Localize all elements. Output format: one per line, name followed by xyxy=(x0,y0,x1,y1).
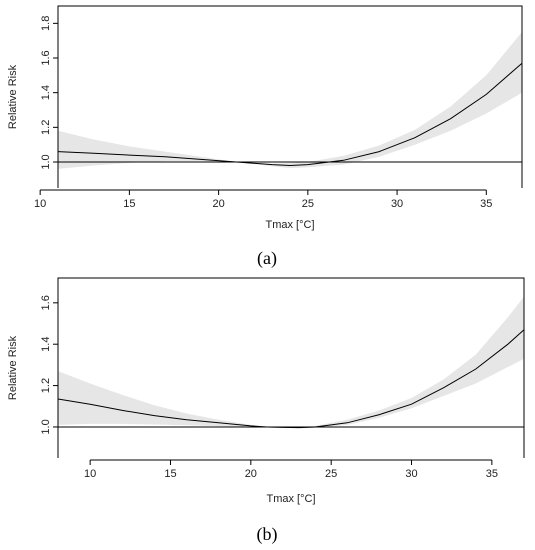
x-tick-label: 15 xyxy=(164,468,176,480)
relative-risk-line xyxy=(57,329,525,429)
x-tick-label: 35 xyxy=(480,198,492,210)
y-axis-title: Relative Risk xyxy=(7,335,19,400)
x-axis-title: Tmax [°C] xyxy=(265,219,314,231)
x-tick-label: 10 xyxy=(34,198,46,210)
y-tick-label: 1.4 xyxy=(40,85,52,100)
y-tick-label: 1.0 xyxy=(40,419,52,434)
y-tick-label: 1.8 xyxy=(40,16,52,31)
x-tick-label: 20 xyxy=(212,198,224,210)
relative-risk-line xyxy=(57,62,523,167)
panel-b: 10 15 20 25 30 35 1.0 1.2 1.4 1.6 Tmax [°C] Relativ… xyxy=(7,277,525,545)
x-tick-label: 30 xyxy=(391,198,403,210)
x-tick-label: 10 xyxy=(84,468,96,480)
y-tick-label: 1.2 xyxy=(40,378,52,393)
y-tick-label: 1.6 xyxy=(40,50,52,65)
x-tick-label: 25 xyxy=(325,468,337,480)
y-tick-label: 1.0 xyxy=(40,154,52,169)
x-tick-label: 15 xyxy=(123,198,135,210)
panel-a: 10 15 20 25 30 35 1.0 1.2 1.4 1.6 1.8 Tmax [°C] Rela… xyxy=(7,5,523,269)
x-tick-label: 35 xyxy=(486,468,498,480)
y-tick-label: 1.2 xyxy=(40,120,52,135)
x-tick-label: 30 xyxy=(405,468,417,480)
plot-frame xyxy=(57,5,523,188)
confidence-band xyxy=(58,32,522,169)
y-tick-label: 1.4 xyxy=(40,337,52,352)
y-tick-label: 1.6 xyxy=(40,295,52,310)
x-tick-label: 25 xyxy=(302,198,314,210)
plot-frame xyxy=(57,277,525,458)
x-axis-title: Tmax [°C] xyxy=(266,493,315,505)
x-tick-label: 20 xyxy=(245,468,257,480)
panel-label: (a) xyxy=(257,248,277,269)
y-axis-title: Relative Risk xyxy=(7,64,19,129)
panel-label: (b) xyxy=(257,524,278,545)
confidence-band xyxy=(58,296,524,429)
